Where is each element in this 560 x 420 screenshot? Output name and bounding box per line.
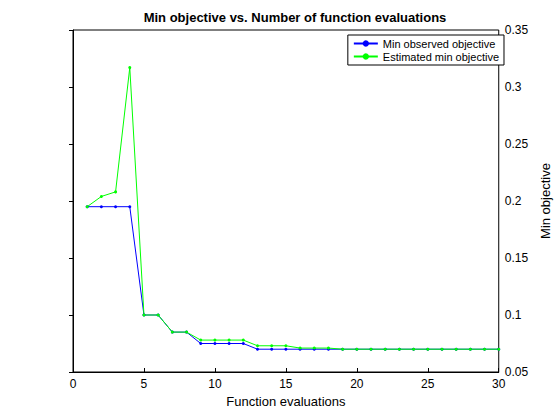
svg-text:0.1: 0.1: [505, 308, 522, 322]
svg-text:0: 0: [70, 377, 77, 391]
svg-text:Function evaluations: Function evaluations: [226, 394, 346, 409]
svg-text:10: 10: [208, 377, 222, 391]
svg-text:0.05: 0.05: [505, 365, 529, 379]
svg-text:Min objective: Min objective: [538, 163, 553, 239]
svg-text:Min observed objective: Min observed objective: [383, 38, 496, 50]
svg-text:20: 20: [350, 377, 364, 391]
svg-text:0.3: 0.3: [505, 80, 522, 94]
svg-text:0.35: 0.35: [505, 23, 529, 37]
svg-text:5: 5: [141, 377, 148, 391]
svg-text:25: 25: [421, 377, 435, 391]
svg-text:0.2: 0.2: [505, 194, 522, 208]
svg-text:Estimated min objective: Estimated min objective: [383, 51, 499, 63]
svg-text:Min objective vs. Number of fu: Min objective vs. Number of function eva…: [144, 10, 447, 25]
svg-text:30: 30: [492, 377, 506, 391]
svg-text:0.15: 0.15: [505, 251, 529, 265]
svg-text:15: 15: [279, 377, 293, 391]
svg-text:0.25: 0.25: [505, 137, 529, 151]
